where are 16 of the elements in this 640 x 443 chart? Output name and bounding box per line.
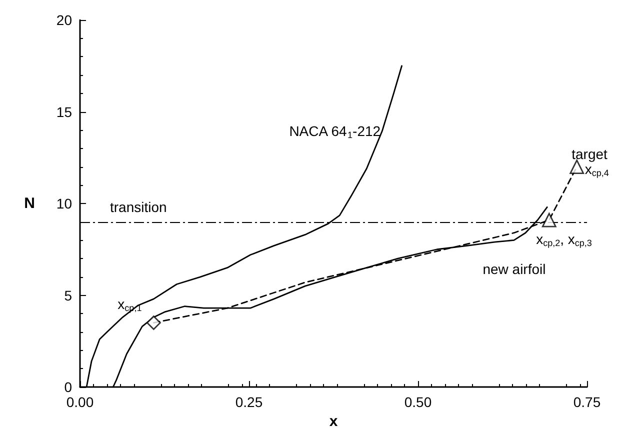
ref-line-label: transition (110, 198, 167, 215)
x-tick-label: 0.00 (66, 394, 94, 410)
y-tick-label: 10 (56, 196, 72, 212)
point (542, 212, 556, 228)
x-axis-title: x (329, 412, 338, 430)
annotation: target (572, 146, 608, 162)
y-tick-label: 20 (56, 12, 72, 28)
x-tick-label: 0.25 (235, 394, 263, 410)
point (146, 316, 161, 330)
y-tick-label: 5 (64, 287, 72, 304)
y-tick-label: 0 (64, 379, 72, 395)
annotation: new airfoil (482, 260, 546, 277)
y-axis-title: N (24, 195, 35, 212)
y-tick-label: 15 (56, 104, 72, 120)
x-tick-label: 0.75 (573, 394, 601, 410)
x-tick-label: 0.50 (404, 394, 432, 410)
